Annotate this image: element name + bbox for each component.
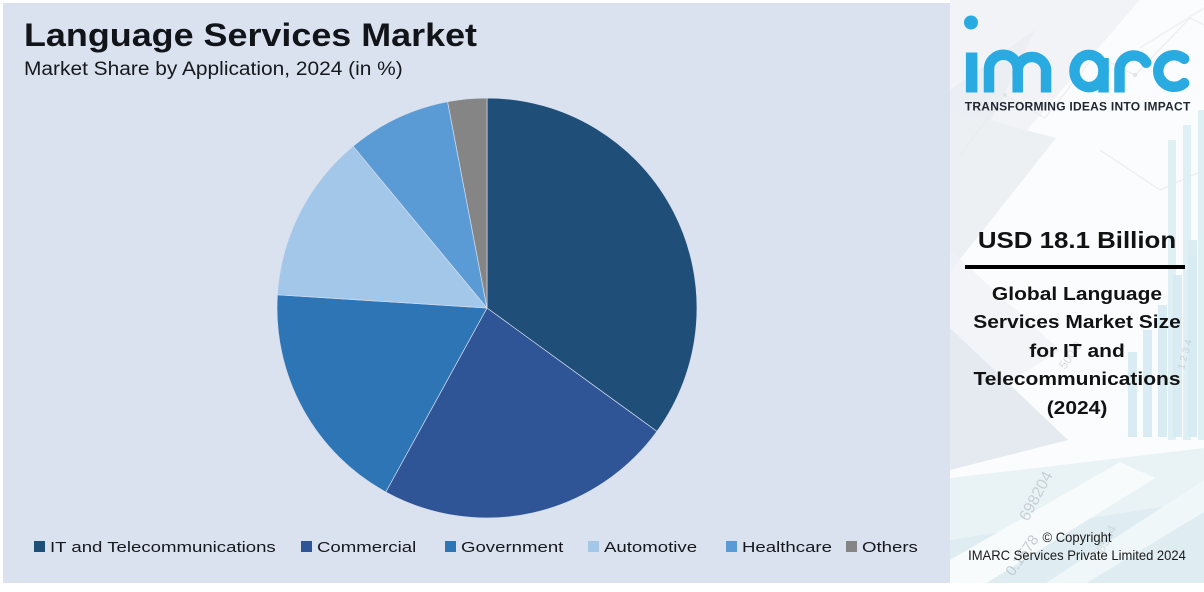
svg-text:TRANSFORMING IDEAS INTO IMPACT: TRANSFORMING IDEAS INTO IMPACT bbox=[965, 100, 1191, 114]
